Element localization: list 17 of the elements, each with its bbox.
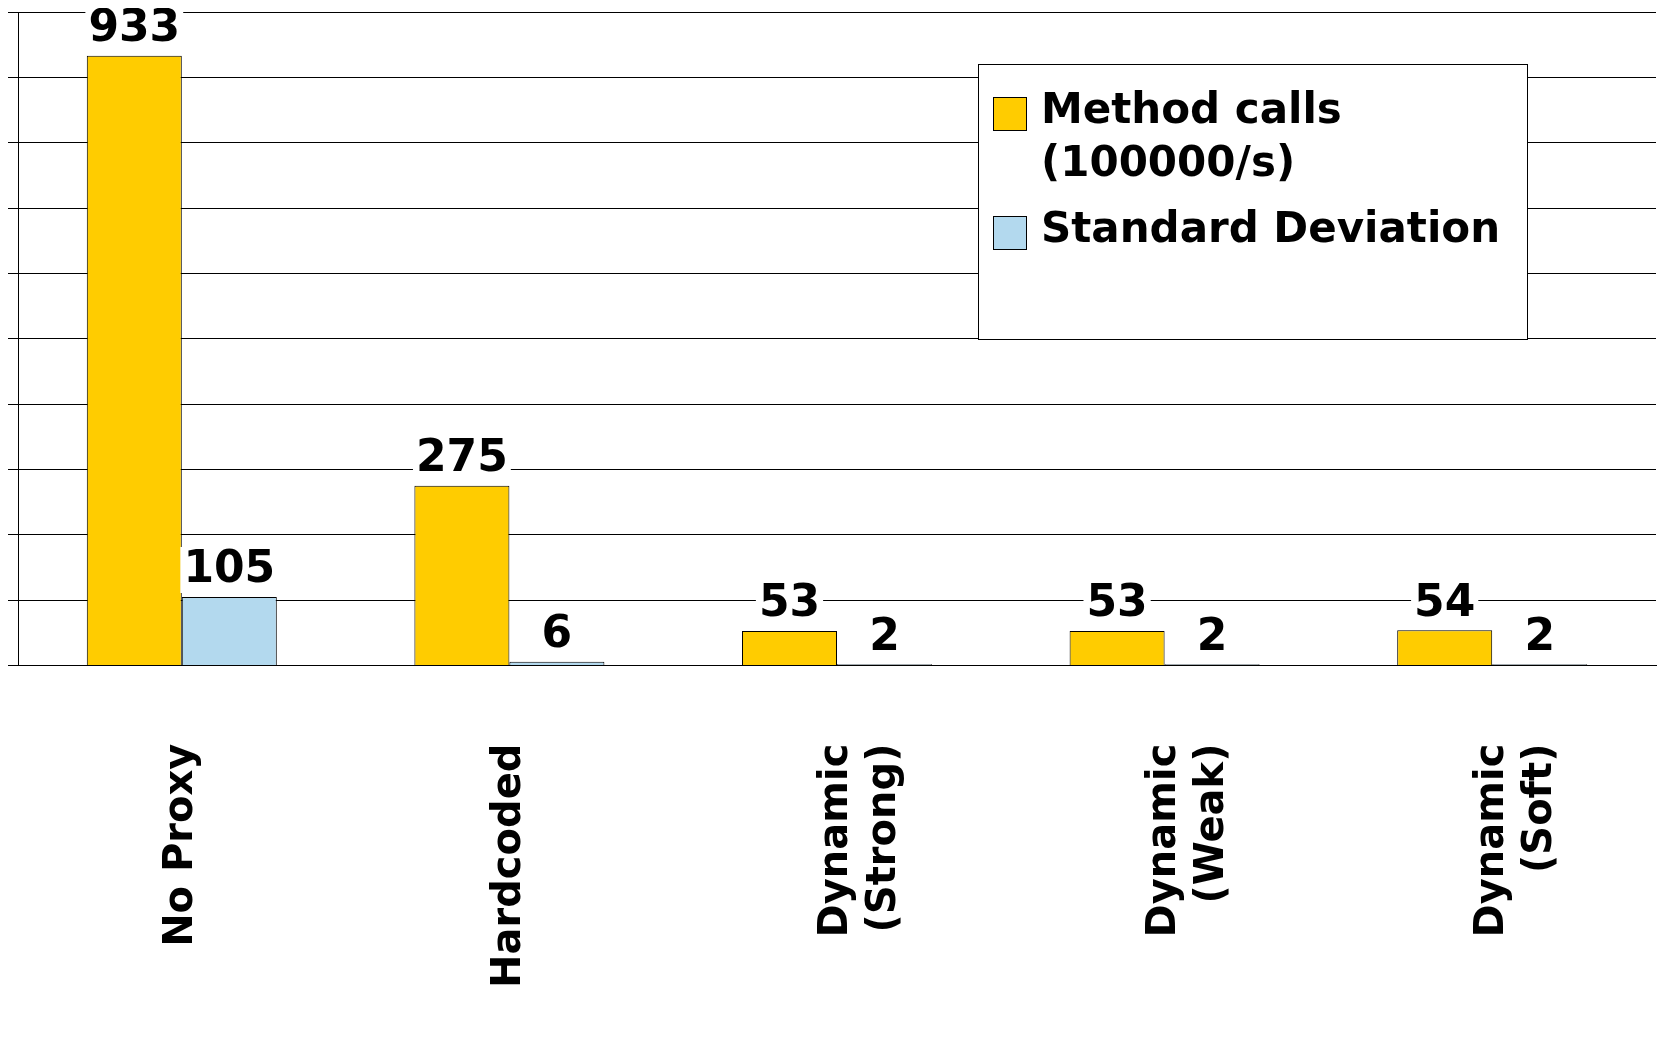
x-tick-label: Dynamic (Soft) (1465, 743, 1560, 938)
data-label: 933 (88, 0, 181, 52)
data-label: 275 (415, 430, 508, 482)
data-label: 53 (1086, 575, 1148, 627)
data-label: 105 (183, 541, 276, 593)
legend-label: Method calls (100000/s) (1041, 83, 1343, 188)
x-tick-label: Dynamic (Weak) (1137, 743, 1232, 938)
x-tick-label: Dynamic (Strong) (810, 743, 905, 938)
data-label: 2 (869, 608, 900, 660)
data-label: 2 (1196, 608, 1228, 660)
x-tick-label: Hardcoded (482, 743, 529, 989)
data-label: 2 (1524, 608, 1556, 660)
data-label: 54 (1414, 574, 1476, 626)
data-label: 6 (541, 606, 573, 658)
x-tick-label: No Proxy (155, 743, 202, 947)
data-label: 53 (758, 575, 821, 627)
legend-label: Standard Deviation (1041, 202, 1501, 254)
